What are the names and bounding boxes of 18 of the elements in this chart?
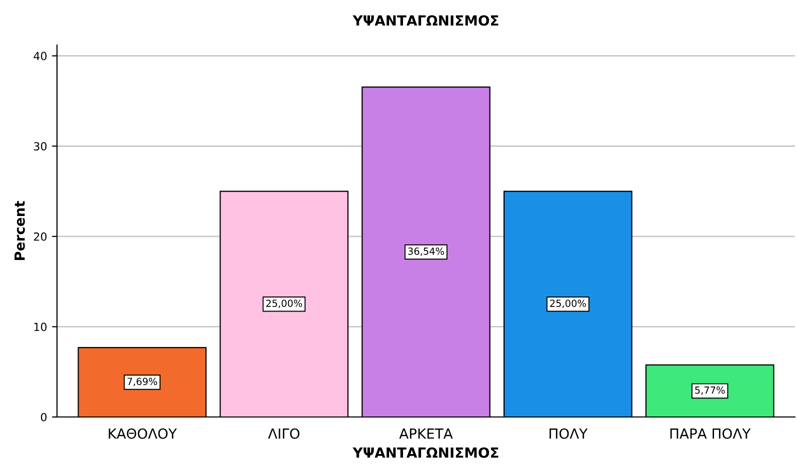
y-tick-label: 20 <box>34 232 47 241</box>
x-tick-label: ΠΟΛΥ <box>550 428 588 439</box>
y-axis-title: Percent <box>14 201 25 260</box>
data-label: 36,54% <box>408 248 444 256</box>
y-tick-label: 10 <box>34 322 47 332</box>
x-tick-label: ΑΡΚΕΤΑ <box>399 428 453 439</box>
x-tick-label: ΛΙΓΟ <box>268 428 300 439</box>
y-tick-label: 0 <box>40 412 47 422</box>
data-label: 25,00% <box>266 300 302 308</box>
x-axis-title: ΥΨΑΝΤΑΓΩΝΙΣΜΟΣ <box>352 447 498 458</box>
data-label: 7,69% <box>128 378 158 386</box>
y-tick-label: 30 <box>34 142 47 151</box>
x-tick-label: ΠΑΡΑ ΠΟΛΥ <box>670 428 751 439</box>
data-label: 5,77% <box>695 386 725 395</box>
data-label: 25,00% <box>550 300 586 308</box>
x-tick-label: ΚΑΘΟΛΟΥ <box>108 428 177 439</box>
chart-title: ΥΨΑΝΤΑΓΩΝΙΣΜΟΣ <box>352 15 498 26</box>
y-tick-label: 40 <box>34 52 47 60</box>
